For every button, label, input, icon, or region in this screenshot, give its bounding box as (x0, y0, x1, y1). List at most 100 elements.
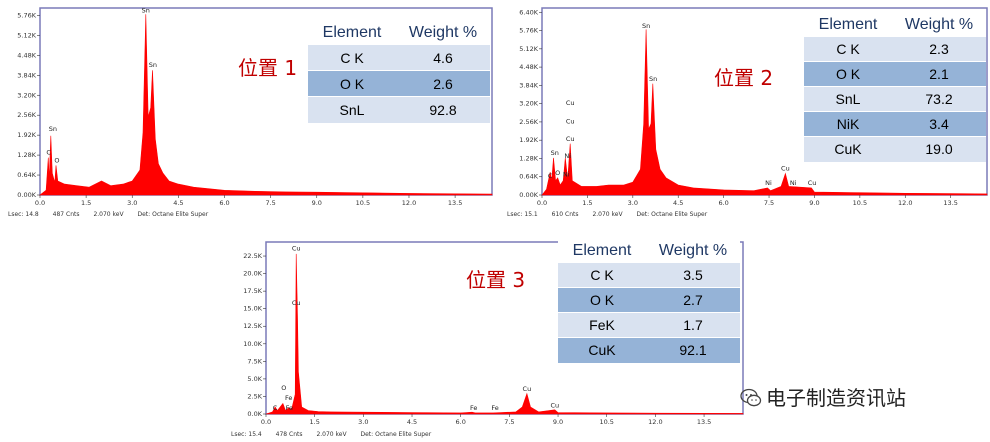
table-row: SnL 73.2 (804, 86, 986, 112)
y-tick-label: 17.5K (243, 287, 262, 295)
y-tick-label: 1.28K (17, 151, 36, 159)
y-tick-label: 3.84K (519, 81, 538, 89)
y-tick-label: 0.00K (17, 191, 36, 199)
footer-detector: Det: Octane Elite Super (137, 211, 209, 218)
y-tick-label: 1.28K (519, 154, 538, 162)
peak-label: Cu (566, 99, 575, 107)
y-tick-label: 10.0K (243, 340, 262, 348)
y-tick-label: 4.48K (519, 63, 538, 71)
peak-label: Cu (292, 244, 301, 252)
x-tick-label: 6.0 (219, 199, 229, 207)
y-tick-label: 7.5K (247, 357, 262, 365)
x-tick-label: 3.0 (628, 199, 638, 207)
header-element: Element (804, 14, 892, 37)
footer-kev: 2.070 keV (93, 211, 124, 218)
y-tick-label: 4.48K (17, 51, 36, 59)
spectrum-panel-2: 0.00K 0.64K 1.28K 1.92K 2.56K 3.20K 3.84K 4.48K… (502, 0, 990, 222)
y-tick-label: 3.20K (17, 91, 36, 99)
x-tick-label: 0.0 (537, 199, 547, 207)
x-tick-label: 9.0 (809, 199, 819, 207)
header-element: Element (558, 240, 646, 263)
y-tick-label: 5.12K (519, 45, 538, 53)
header-weight: Weight % (396, 22, 490, 45)
y-tick-label: 20.0K (243, 270, 262, 278)
table-cell-weight: 73.2 (892, 86, 986, 112)
peak-label: O (281, 384, 286, 392)
peak-label: Ni (564, 152, 571, 160)
table-row: O K 2.6 (308, 70, 490, 97)
y-tick-label: 2.56K (17, 111, 36, 119)
table-cell-element: O K (558, 287, 646, 313)
footer-lsec: Lsec: 15.4 (231, 431, 262, 438)
peak-label: Cu (808, 179, 817, 187)
table-cell-element: C K (308, 44, 396, 71)
table-cell-weight: 2.7 (646, 287, 740, 313)
peak-label: Fe (285, 394, 292, 402)
header-element: Element (308, 22, 396, 45)
x-tick-label: 10.5 (853, 199, 867, 207)
weight-table-1: Element Weight % C K 4.6 O K 2.6 SnL 92.… (308, 22, 490, 123)
wechat-icon (740, 388, 762, 407)
y-tick-label: 0.00K (519, 191, 538, 199)
peak-label: Sn (551, 149, 559, 157)
y-tick-label: 2.5K (247, 392, 262, 400)
spectrum-series (541, 29, 988, 196)
x-tick-label: 3.0 (127, 199, 137, 207)
header-weight: Weight % (892, 14, 986, 37)
peak-label: C (273, 404, 278, 412)
weight-table-3: Element Weight % C K 3.5 O K 2.7 FeK 1.7… (558, 240, 740, 363)
x-tick-label: 12.0 (402, 199, 416, 207)
table-cell-weight: 3.4 (892, 111, 986, 137)
table-cell-weight: 3.5 (646, 262, 740, 288)
spectrum-footer-1: Lsec: 14.8 487 Cnts 2.070 keV Det: Octan… (8, 211, 220, 218)
footer-lsec: Lsec: 14.8 (8, 211, 39, 218)
table-header: Element Weight % (558, 240, 740, 263)
peak-label: C (46, 148, 51, 156)
x-tick-label: 3.0 (358, 418, 368, 426)
x-tick-label: 7.5 (764, 199, 774, 207)
table-row: O K 2.7 (558, 287, 740, 313)
x-tick-label: 1.5 (582, 199, 592, 207)
spectrum-chart-1: 0.00K 0.64K 1.28K 1.92K 2.56K 3.20K 3.84K 4.48K… (17, 7, 493, 207)
position-label-2: 位置 2 (714, 66, 774, 90)
peak-label: Cu (292, 299, 301, 307)
table-cell-weight: 1.7 (646, 312, 740, 338)
peak-label: Fe (470, 404, 477, 412)
x-tick-label: 9.0 (312, 199, 322, 207)
table-cell-element: O K (308, 70, 396, 97)
x-tick-label: 6.0 (456, 418, 466, 426)
y-tick-label: 12.5K (243, 322, 262, 330)
y-tick-label: 1.92K (519, 136, 538, 144)
table-cell-element: FeK (558, 312, 646, 338)
peak-label: Fe (286, 404, 293, 412)
table-cell-element: CuK (804, 136, 892, 162)
peak-label: Cu (550, 402, 559, 410)
peak-label: Cu (566, 118, 575, 126)
footer-counts: 487 Cnts (52, 211, 80, 218)
watermark: 电子制造资讯站 (740, 382, 906, 411)
peak-label: O (54, 156, 59, 164)
x-tick-label: 1.5 (81, 199, 91, 207)
y-tick-label: 2.56K (519, 118, 538, 126)
table-row: C K 4.6 (308, 44, 490, 71)
peak-label: Sn (49, 125, 57, 133)
spectrum-panel-1: 0.00K 0.64K 1.28K 1.92K 2.56K 3.20K 3.84K 4.48K… (0, 0, 495, 222)
x-tick-label: 6.0 (718, 199, 728, 207)
peak-label: Cu (781, 165, 790, 173)
spectrum-footer-3: Lsec: 15.4 478 Cnts 2.070 keV Det: Octan… (231, 431, 443, 438)
x-tick-label: 4.5 (407, 418, 417, 426)
y-tick-label: 5.12K (17, 31, 36, 39)
y-tick-label: 5.0K (247, 375, 262, 383)
table-row: CuK 92.1 (558, 337, 740, 363)
y-tick-label: 3.84K (17, 71, 36, 79)
table-row: CuK 19.0 (804, 136, 986, 162)
x-tick-label: 13.5 (943, 199, 957, 207)
x-tick-label: 4.5 (673, 199, 683, 207)
x-tick-label: 0.0 (35, 199, 45, 207)
footer-counts: 478 Cnts (275, 431, 303, 438)
x-tick-label: 12.0 (648, 418, 662, 426)
peak-label: Fe (491, 404, 498, 412)
table-cell-element: CuK (558, 337, 646, 363)
table-cell-weight: 4.6 (396, 44, 490, 71)
y-tick-label: 3.20K (519, 100, 538, 108)
